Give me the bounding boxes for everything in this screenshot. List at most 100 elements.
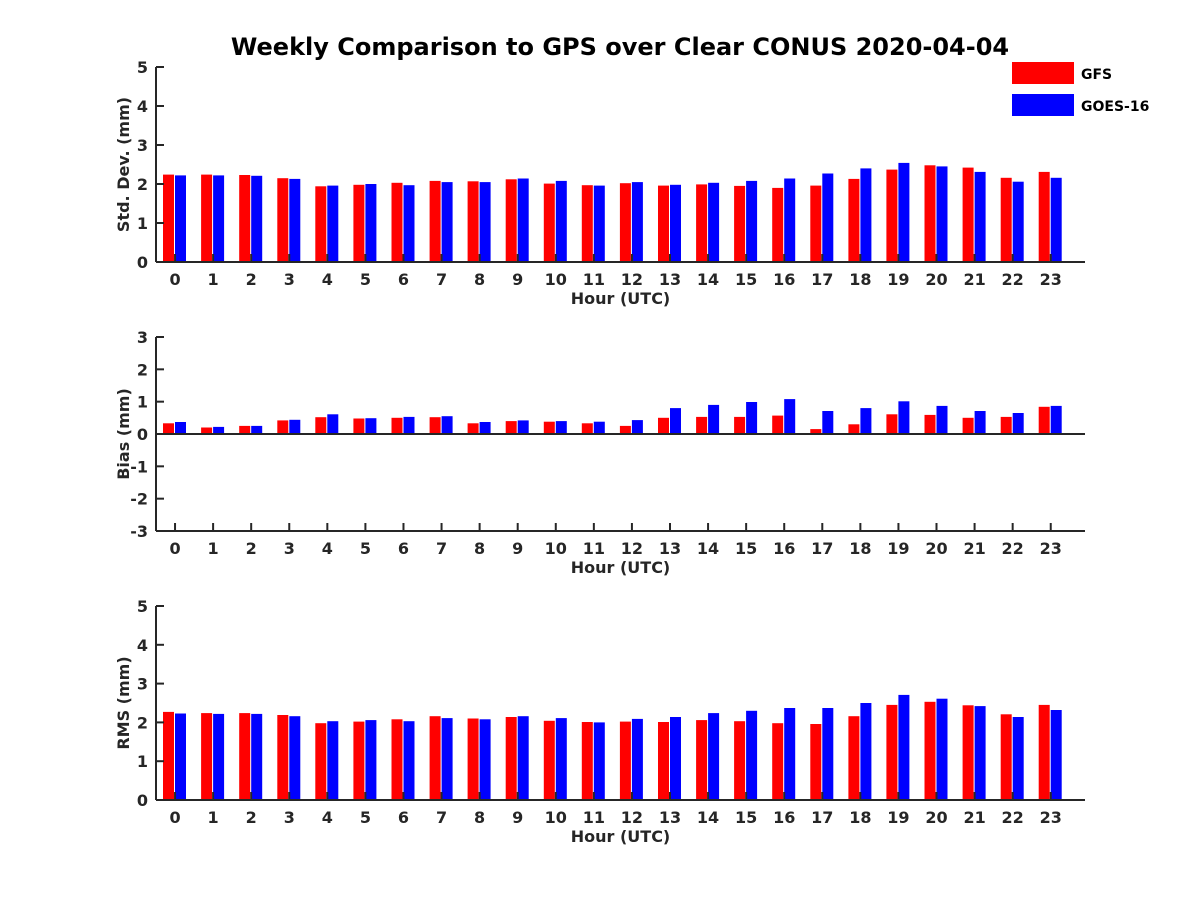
bar-gfs-4 — [315, 723, 327, 800]
bar-gfs-8 — [467, 181, 479, 262]
bar-gfs-12 — [619, 183, 631, 262]
y-axis-label: Std. Dev. (mm) — [114, 97, 133, 232]
x-tick-label: 20 — [925, 539, 947, 558]
bar-goes-16-15 — [746, 710, 758, 800]
bar-goes-16-5 — [365, 418, 377, 434]
y-tick-label: 1 — [137, 393, 148, 412]
bar-gfs-18 — [848, 424, 860, 434]
bar-gfs-1 — [201, 713, 213, 800]
bar-goes-16-13 — [670, 408, 681, 434]
chart-title: Weekly Comparison to GPS over Clear CONU… — [231, 33, 1009, 61]
bar-goes-16-12 — [631, 718, 643, 800]
bar-gfs-13 — [658, 185, 669, 262]
x-tick-label: 15 — [735, 808, 757, 827]
bar-goes-16-8 — [479, 719, 491, 800]
bar-goes-16-15 — [746, 402, 758, 434]
y-tick-label: 4 — [137, 97, 148, 116]
bar-gfs-8 — [467, 423, 479, 434]
x-tick-label: 1 — [208, 539, 219, 558]
bar-gfs-23 — [1038, 171, 1050, 262]
bar-goes-16-14 — [708, 404, 720, 434]
bar-gfs-10 — [543, 183, 555, 262]
bar-goes-16-18 — [860, 168, 872, 262]
bar-gfs-15 — [734, 416, 746, 434]
x-tick-label: 22 — [1002, 808, 1024, 827]
x-tick-label: 8 — [474, 539, 485, 558]
x-tick-label: 15 — [735, 270, 757, 289]
x-tick-label: 11 — [583, 539, 605, 558]
x-tick-label: 0 — [169, 539, 180, 558]
x-tick-label: 18 — [849, 270, 871, 289]
bar-goes-16-8 — [479, 422, 491, 434]
bar-gfs-23 — [1038, 704, 1050, 800]
bar-gfs-4 — [315, 186, 327, 262]
bar-goes-16-19 — [898, 162, 910, 262]
bar-gfs-20 — [924, 165, 936, 262]
bar-goes-16-3 — [289, 716, 301, 800]
x-tick-label: 16 — [773, 539, 795, 558]
bar-goes-16-22 — [1012, 413, 1024, 434]
bar-gfs-10 — [543, 720, 555, 800]
x-tick-label: 22 — [1002, 539, 1024, 558]
x-tick-label: 9 — [512, 808, 523, 827]
bar-gfs-6 — [391, 182, 403, 262]
x-tick-label: 2 — [246, 808, 257, 827]
x-tick-label: 21 — [963, 270, 985, 289]
y-tick-label: 3 — [137, 136, 148, 155]
y-tick-label: 2 — [137, 360, 148, 379]
bar-goes-16-7 — [441, 718, 453, 800]
x-tick-label: 6 — [398, 539, 409, 558]
y-tick-label: 1 — [137, 752, 148, 771]
bar-gfs-18 — [848, 178, 860, 262]
bar-gfs-7 — [429, 180, 441, 262]
bar-goes-16-4 — [327, 414, 339, 434]
y-tick-label: 3 — [137, 675, 148, 694]
bar-gfs-12 — [619, 721, 631, 800]
bar-goes-16-9 — [517, 178, 529, 262]
x-axis-label: Hour (UTC) — [571, 827, 671, 846]
bar-goes-16-19 — [898, 401, 910, 434]
bar-gfs-0 — [163, 423, 174, 434]
bar-goes-16-11 — [593, 185, 605, 262]
bar-gfs-21 — [962, 705, 974, 800]
bar-gfs-7 — [429, 716, 441, 800]
x-tick-label: 0 — [169, 808, 180, 827]
bar-goes-16-5 — [365, 720, 377, 800]
bar-goes-16-10 — [555, 180, 567, 262]
y-tick-label: -3 — [130, 522, 148, 541]
x-tick-label: 3 — [284, 808, 295, 827]
bar-gfs-14 — [696, 184, 708, 262]
x-tick-label: 10 — [545, 270, 567, 289]
y-axis-label: RMS (mm) — [114, 656, 133, 749]
y-tick-label: 5 — [137, 58, 148, 77]
bar-gfs-9 — [505, 179, 517, 262]
x-tick-label: 21 — [963, 808, 985, 827]
bar-gfs-8 — [467, 718, 479, 800]
bar-goes-16-1 — [213, 426, 225, 434]
bar-goes-16-12 — [631, 182, 643, 262]
bar-gfs-18 — [848, 716, 860, 800]
bar-gfs-1 — [201, 174, 213, 262]
x-axis-label: Hour (UTC) — [571, 289, 671, 308]
legend-label-gfs: GFS — [1081, 67, 1112, 83]
bar-goes-16-17 — [822, 411, 834, 434]
bar-gfs-11 — [581, 423, 593, 434]
x-tick-label: 13 — [659, 270, 681, 289]
bar-gfs-19 — [886, 704, 898, 800]
bar-gfs-23 — [1038, 406, 1050, 434]
x-tick-label: 8 — [474, 808, 485, 827]
bar-gfs-7 — [429, 417, 441, 434]
x-tick-label: 7 — [436, 270, 447, 289]
bar-gfs-2 — [239, 425, 251, 434]
bar-gfs-20 — [924, 414, 936, 434]
bar-goes-16-17 — [822, 708, 834, 800]
x-tick-label: 17 — [811, 808, 833, 827]
x-tick-label: 11 — [583, 808, 605, 827]
bar-gfs-16 — [772, 187, 784, 262]
bar-goes-16-20 — [936, 698, 948, 800]
bar-goes-16-6 — [403, 416, 415, 434]
bar-gfs-2 — [239, 175, 251, 262]
bar-goes-16-1 — [213, 175, 225, 262]
bar-goes-16-11 — [593, 421, 605, 434]
bar-goes-16-7 — [441, 416, 453, 434]
